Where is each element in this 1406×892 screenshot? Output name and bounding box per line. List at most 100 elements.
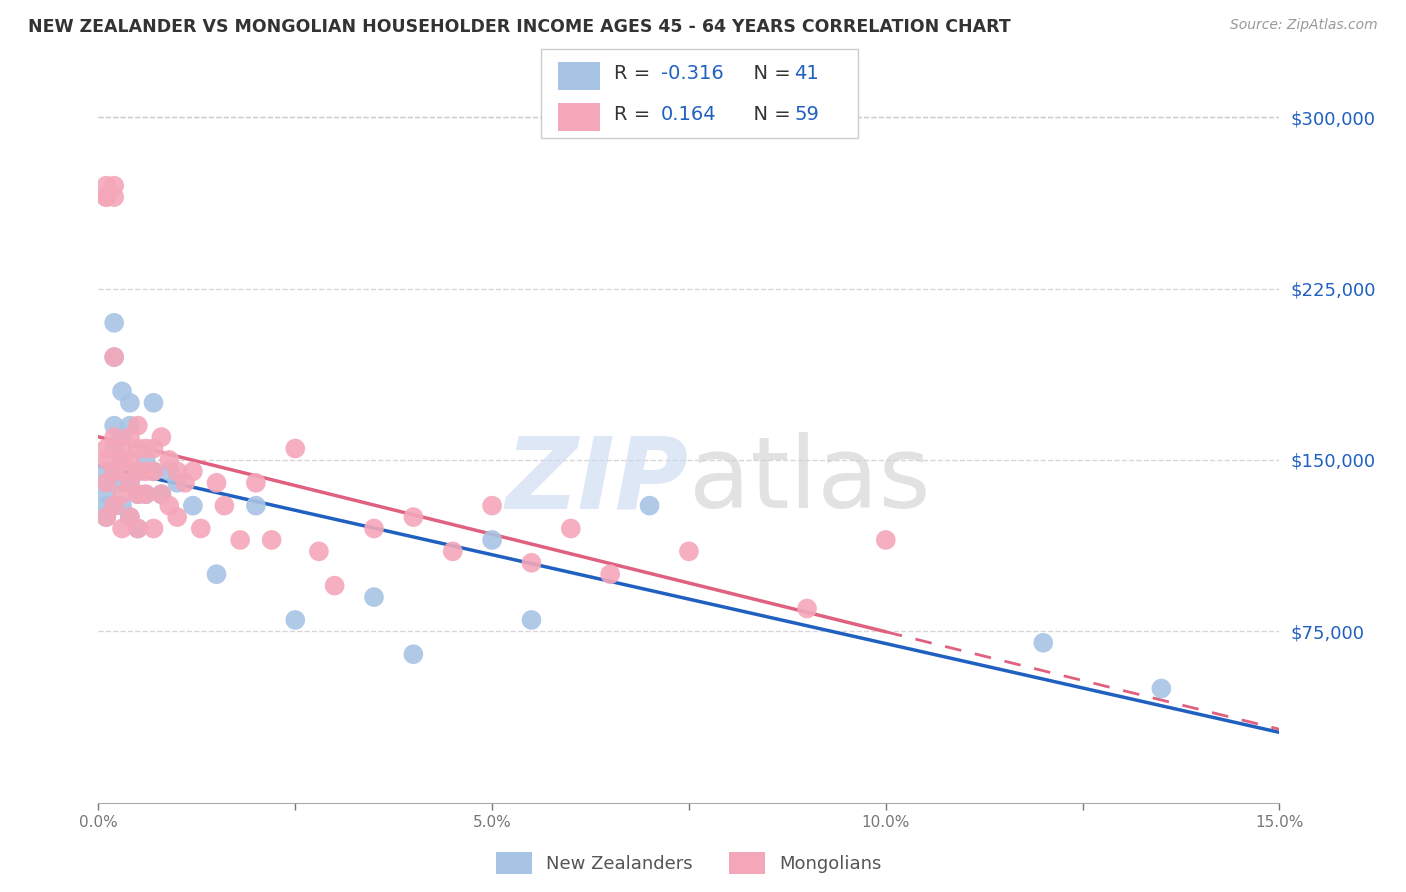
Point (96, 190, 118, 204)
Point (103, 430, 125, 444)
Point (441, 544, 464, 558)
Point (103, 418, 125, 433)
Point (118, 396, 141, 410)
Point (127, 464, 149, 478)
Text: 59: 59 (794, 104, 820, 124)
Point (229, 533, 252, 547)
Point (181, 499, 204, 513)
Text: N =: N = (741, 104, 797, 124)
Point (96, 453, 118, 467)
Point (214, 499, 236, 513)
Point (118, 510, 141, 524)
Point (875, 533, 897, 547)
Point (127, 487, 149, 501)
Point (96, 190, 118, 204)
Point (142, 442, 165, 456)
Text: NEW ZEALANDER VS MONGOLIAN HOUSEHOLDER INCOME AGES 45 - 64 YEARS CORRELATION CHA: NEW ZEALANDER VS MONGOLIAN HOUSEHOLDER I… (28, 18, 1011, 36)
Point (111, 453, 134, 467)
Point (118, 453, 141, 467)
Point (599, 567, 621, 582)
Legend: New Zealanders, Mongolians: New Zealanders, Mongolians (496, 852, 882, 874)
Point (135, 487, 157, 501)
Point (103, 464, 125, 478)
Point (118, 475, 141, 490)
Point (118, 430, 141, 444)
Point (127, 464, 149, 478)
Point (96, 487, 118, 501)
Point (111, 499, 134, 513)
Point (118, 510, 141, 524)
Point (135, 487, 157, 501)
Point (103, 442, 125, 456)
Point (135, 453, 157, 467)
Text: -0.316: -0.316 (661, 63, 724, 83)
Point (96, 464, 118, 478)
Point (157, 453, 180, 467)
Point (181, 464, 204, 478)
Point (205, 475, 228, 490)
Point (150, 487, 173, 501)
Point (142, 464, 165, 478)
Point (150, 487, 173, 501)
Text: N =: N = (741, 63, 797, 83)
Point (560, 521, 582, 535)
Point (166, 510, 188, 524)
Point (142, 396, 165, 410)
Point (111, 521, 134, 535)
Point (284, 613, 307, 627)
Point (308, 544, 330, 558)
Text: R =: R = (614, 104, 657, 124)
Point (481, 499, 503, 513)
Point (284, 442, 307, 456)
Point (166, 475, 188, 490)
Point (111, 453, 134, 467)
Point (111, 475, 134, 490)
Point (205, 567, 228, 582)
Point (520, 556, 543, 570)
Point (103, 499, 125, 513)
Point (363, 521, 385, 535)
Point (96, 510, 118, 524)
Point (402, 647, 425, 661)
Point (111, 487, 134, 501)
Point (142, 521, 165, 535)
Point (166, 464, 188, 478)
Point (245, 475, 267, 490)
Point (363, 590, 385, 604)
Point (111, 430, 134, 444)
Point (323, 579, 346, 593)
Point (96, 178, 118, 193)
Point (245, 499, 267, 513)
Point (190, 521, 212, 535)
Point (1150, 681, 1173, 696)
Point (103, 350, 125, 364)
Point (111, 384, 134, 399)
Text: Source: ZipAtlas.com: Source: ZipAtlas.com (1230, 18, 1378, 32)
Point (111, 442, 134, 456)
Point (103, 350, 125, 364)
Point (96, 510, 118, 524)
Point (157, 464, 180, 478)
Text: R =: R = (614, 63, 657, 83)
Point (96, 475, 118, 490)
Point (103, 499, 125, 513)
Point (157, 499, 180, 513)
Point (118, 475, 141, 490)
Point (1032, 636, 1054, 650)
Point (796, 601, 818, 615)
Point (150, 430, 173, 444)
Text: 0.164: 0.164 (661, 104, 717, 124)
Point (174, 475, 197, 490)
Point (127, 442, 149, 456)
Point (118, 418, 141, 433)
Point (127, 487, 149, 501)
Point (111, 464, 134, 478)
Point (96, 475, 118, 490)
Point (127, 521, 149, 535)
Point (481, 533, 503, 547)
Point (260, 533, 283, 547)
Point (103, 464, 125, 478)
Point (103, 316, 125, 330)
Text: atlas: atlas (689, 433, 931, 530)
Point (103, 190, 125, 204)
